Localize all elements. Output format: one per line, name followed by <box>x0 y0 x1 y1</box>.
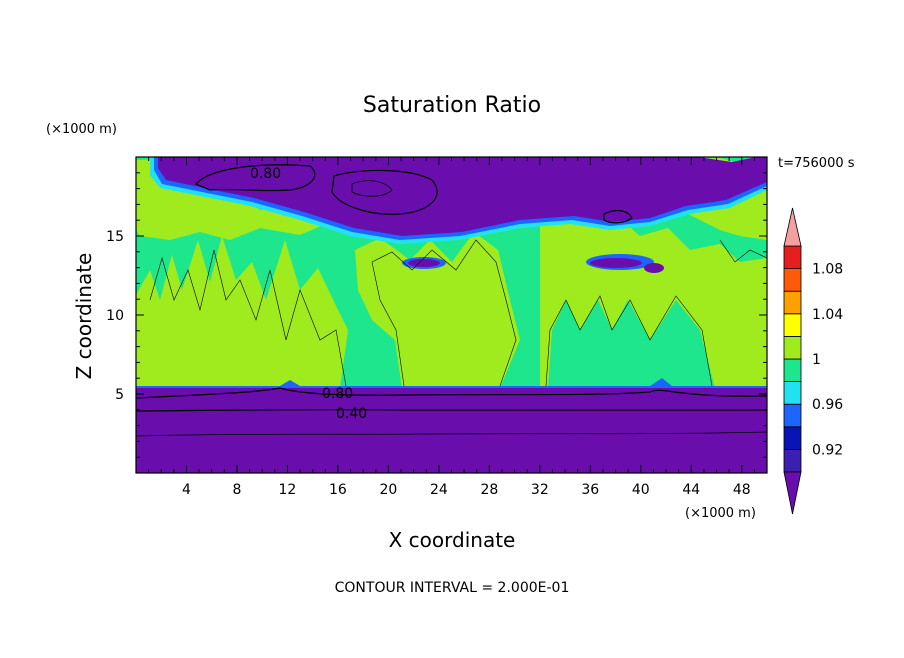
light-green-patch <box>355 232 520 388</box>
colorbar-bin <box>783 448 802 473</box>
y-tick-label: 5 <box>115 387 124 403</box>
contour-lines <box>136 164 767 437</box>
x-tick-label: 48 <box>733 482 751 498</box>
colorbar-bin <box>783 381 802 405</box>
x-tick-label: 16 <box>329 482 347 498</box>
colorbar-bin <box>783 403 802 428</box>
dry-patch <box>644 263 664 273</box>
x-tick-label: 28 <box>480 482 498 498</box>
contour-field <box>136 157 767 473</box>
contour-line <box>195 164 316 192</box>
x-tick-label: 36 <box>581 482 599 498</box>
contour-label: 0.80 <box>322 386 353 402</box>
light-green-patch <box>540 200 767 388</box>
colorbar-bin <box>783 268 802 292</box>
colorbar-bin <box>783 313 802 337</box>
y-unit-label: (×1000 m) <box>46 122 117 137</box>
contour-line <box>371 239 517 387</box>
chart-title: Saturation Ratio <box>363 93 541 118</box>
contour-line <box>149 249 347 387</box>
x-tick-label: 20 <box>379 482 397 498</box>
x-tick-label: 32 <box>531 482 549 498</box>
x-tick-label: 4 <box>182 482 191 498</box>
colorbar-label: 1 <box>812 352 821 368</box>
colorbar-bin <box>783 335 802 360</box>
contour-interval-footer: CONTOUR INTERVAL = 2.000E-01 <box>335 580 570 596</box>
y-tick-label: 15 <box>106 229 124 245</box>
colorbar-under-arrow <box>783 471 802 515</box>
colorbar-label: 1.04 <box>812 307 843 323</box>
lower-dry-layer <box>136 388 767 473</box>
contour-label: 0.40 <box>336 406 367 422</box>
dry-patch <box>590 258 642 268</box>
contour-line <box>331 169 438 215</box>
contour-line <box>351 180 393 197</box>
colorbar-label: 0.96 <box>812 397 843 413</box>
y-axis-ticks: 5 10 15 <box>106 172 767 458</box>
colorbar-label: 0.92 <box>812 442 843 458</box>
contour-line <box>136 387 767 399</box>
y-axis-label: Z coordinate <box>72 253 96 380</box>
contour-line <box>719 239 767 263</box>
x-unit-label: (×1000 m) <box>685 506 756 521</box>
time-label: t=756000 s <box>778 156 855 171</box>
y-tick-label: 10 <box>106 308 124 324</box>
colorbar-bin <box>783 358 802 383</box>
x-axis-ticks: 4 8 12 16 20 24 28 32 36 40 44 48 <box>148 157 755 498</box>
colorbar-label: 1.08 <box>812 262 843 278</box>
contour-line <box>136 431 767 437</box>
x-tick-label: 40 <box>632 482 650 498</box>
x-tick-label: 8 <box>232 482 241 498</box>
contour-line <box>545 295 713 387</box>
x-tick-label: 24 <box>430 482 448 498</box>
x-tick-label: 44 <box>682 482 700 498</box>
upper-dry-layer <box>158 157 767 236</box>
colorbar: 0.92 0.96 1 1.04 1.08 <box>783 207 843 515</box>
x-axis-label: X coordinate <box>389 528 516 552</box>
x-tick-label: 12 <box>279 482 297 498</box>
colorbar-over-arrow <box>783 207 802 247</box>
colorbar-bin <box>783 426 802 450</box>
contour-line <box>136 408 767 412</box>
colorbar-bin <box>783 245 802 270</box>
contour-label: 0.80 <box>250 166 281 182</box>
dry-patch <box>408 259 440 267</box>
contour-labels: 0.80 0.80 0.40 <box>250 166 367 422</box>
contour-line <box>603 209 633 224</box>
colorbar-bin <box>783 290 802 315</box>
